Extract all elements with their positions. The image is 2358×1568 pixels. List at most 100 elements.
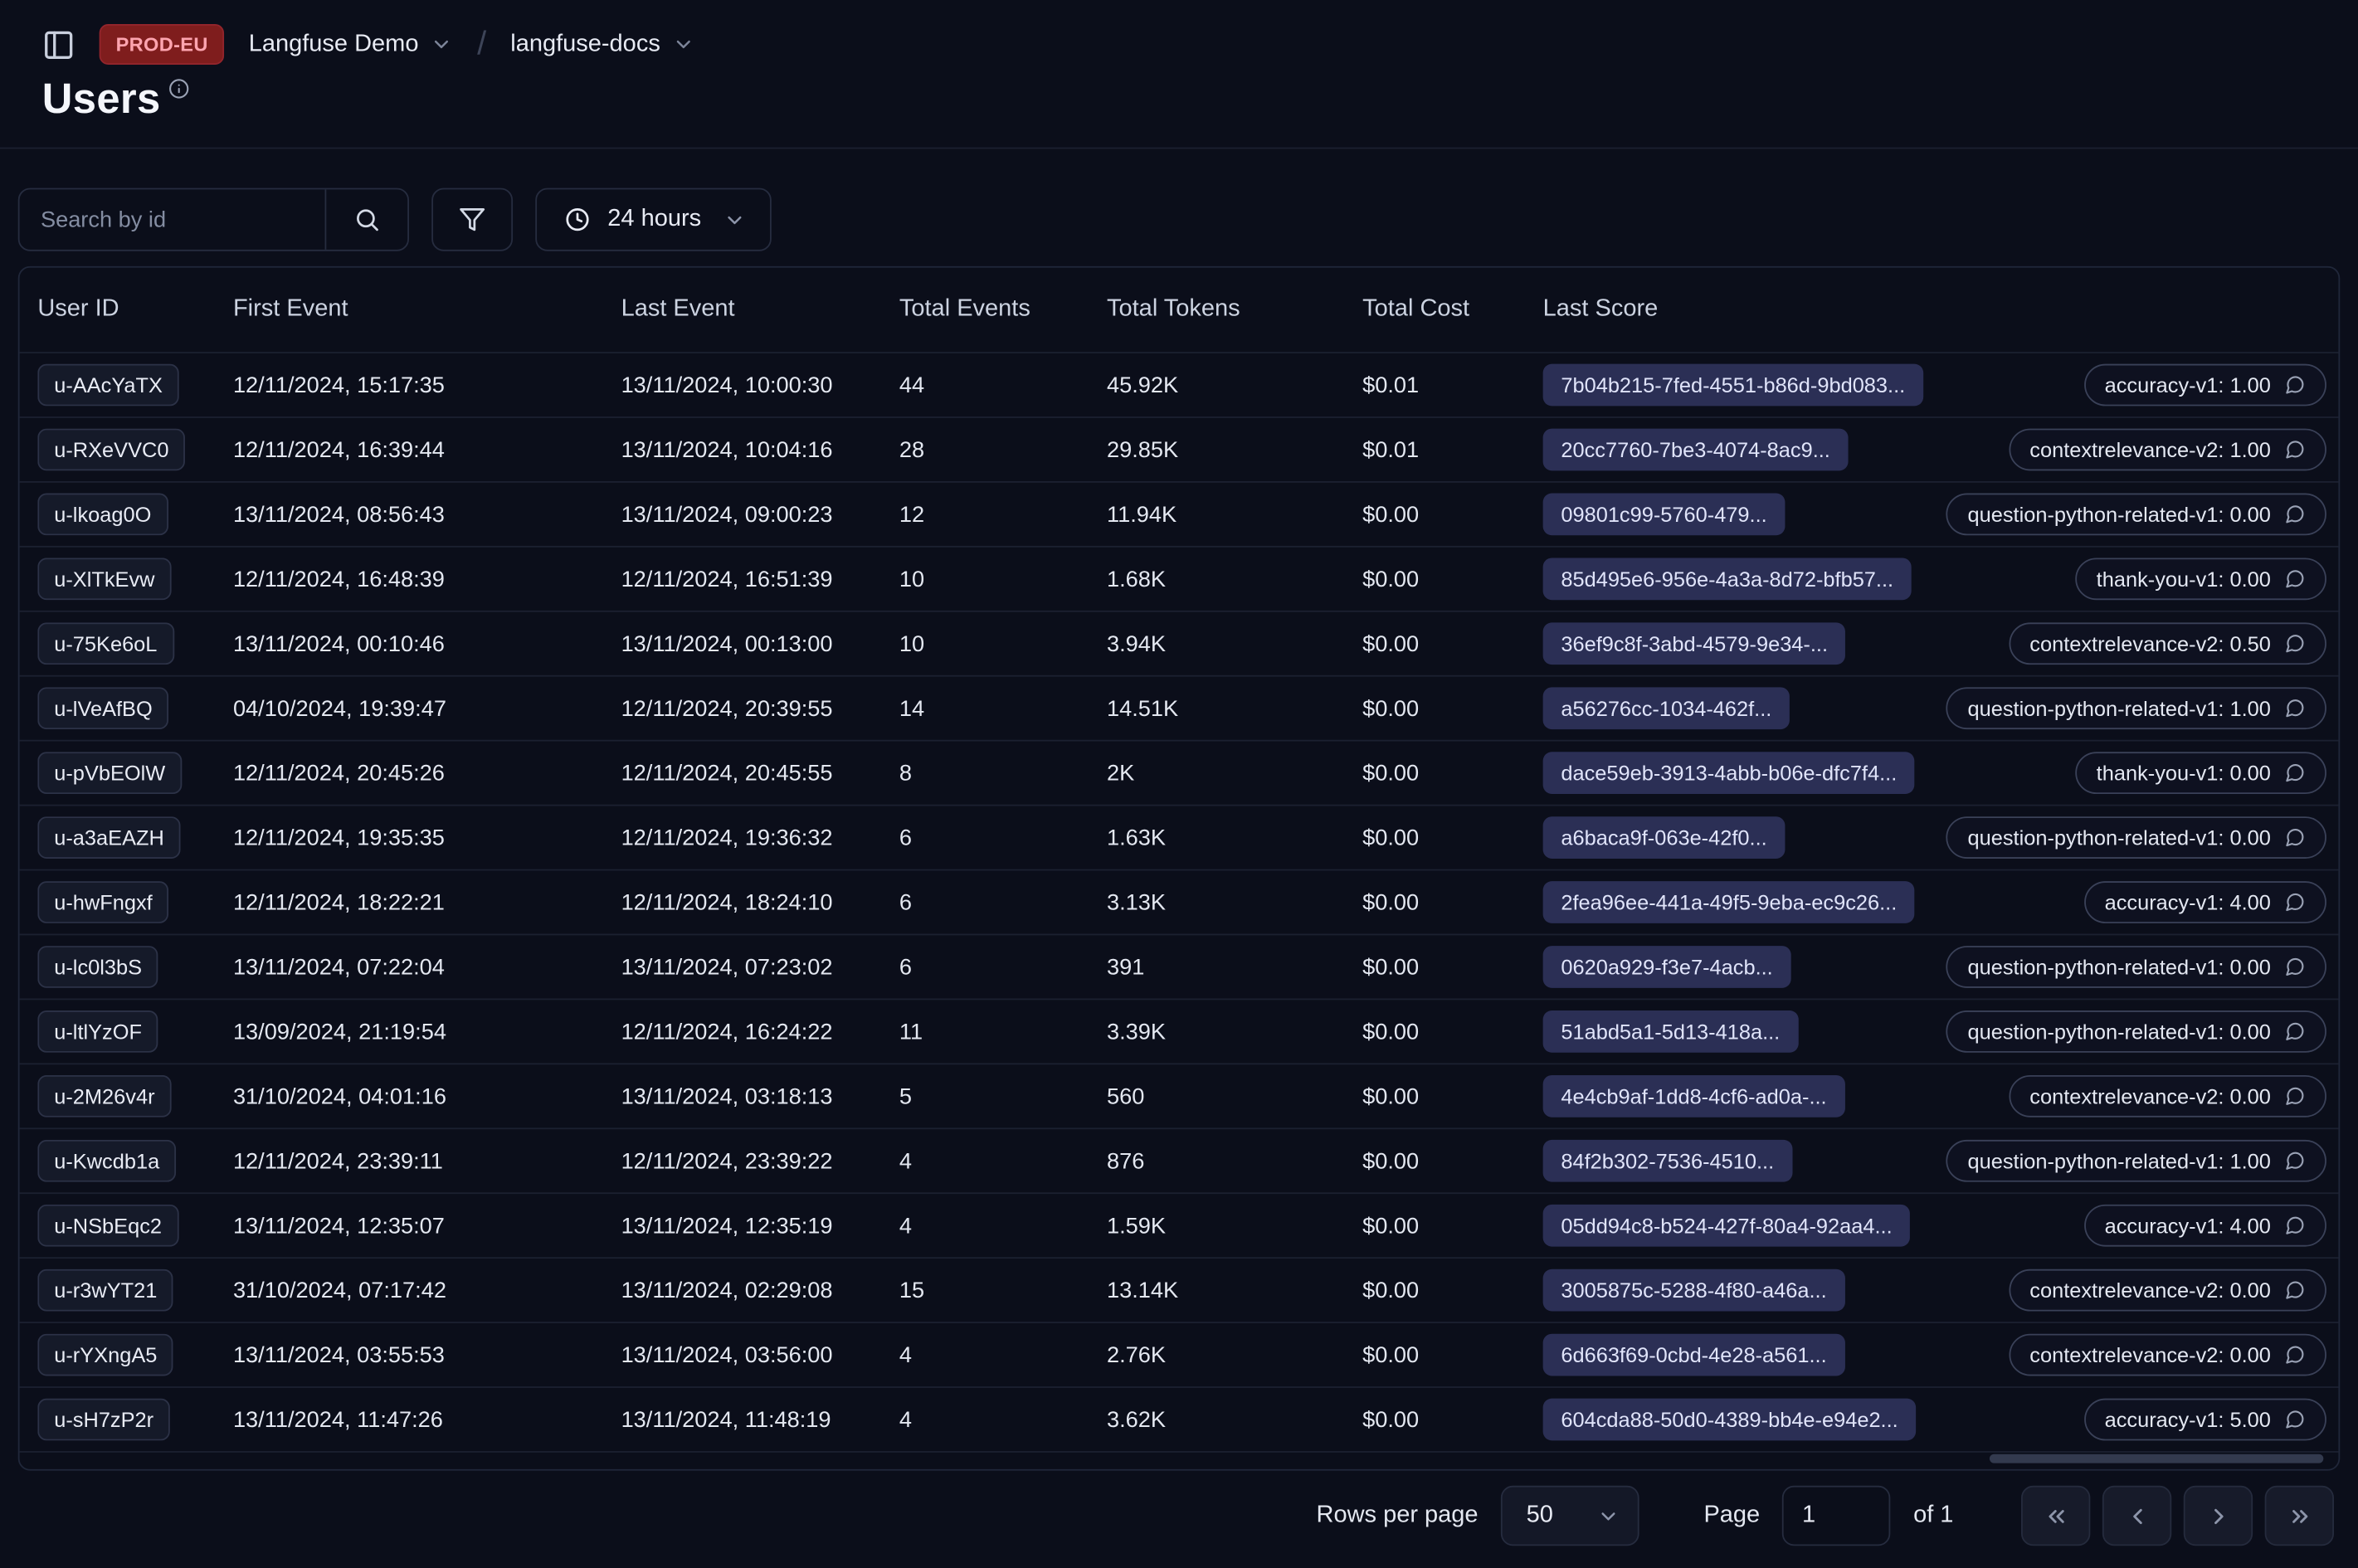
first-event-cell: 13/11/2024, 08:56:43 [232, 501, 445, 528]
table-row[interactable]: u-Kwcdb1a 12/11/2024, 23:39:11 12/11/202… [19, 1129, 2339, 1195]
trace-id-pill[interactable]: 09801c99-5760-479... [1542, 493, 1786, 536]
sidebar-toggle-button[interactable] [42, 28, 76, 61]
table-row[interactable]: u-rYXngA5 13/11/2024, 03:55:53 13/11/202… [19, 1323, 2339, 1388]
score-pill[interactable]: contextrelevance-v2: 0.00 [2008, 1333, 2326, 1376]
org-breadcrumb-button[interactable]: Langfuse Demo [249, 31, 453, 58]
score-pill[interactable]: question-python-related-v1: 1.00 [1946, 1139, 2326, 1182]
comment-bubble-icon [2284, 827, 2305, 848]
table-row[interactable]: u-lVeAfBQ 04/10/2024, 19:39:47 12/11/202… [19, 677, 2339, 742]
score-pill[interactable]: accuracy-v1: 5.00 [2083, 1398, 2326, 1441]
trace-id-pill[interactable]: a56276cc-1034-462f... [1542, 687, 1790, 730]
score-pill[interactable]: question-python-related-v1: 0.00 [1946, 1010, 2326, 1053]
table-row[interactable]: u-AAcYaTX 12/11/2024, 15:17:35 13/11/202… [19, 353, 2339, 418]
trace-id-pill[interactable]: 0620a929-f3e7-4acb... [1542, 946, 1791, 988]
search-input[interactable] [19, 189, 325, 250]
score-pill[interactable]: thank-you-v1: 0.00 [2075, 752, 2326, 794]
panel-left-icon [42, 28, 76, 61]
pagination-buttons [2021, 1485, 2334, 1546]
score-pill[interactable]: thank-you-v1: 0.00 [2075, 558, 2326, 601]
table-row[interactable]: u-NSbEqc2 13/11/2024, 12:35:07 13/11/202… [19, 1194, 2339, 1259]
trace-id-pill[interactable]: dace59eb-3913-4abb-b06e-dfc7f4... [1542, 752, 1916, 794]
previous-page-button[interactable] [2102, 1485, 2172, 1546]
search-button[interactable] [324, 189, 408, 250]
column-header-user-id: User ID [37, 296, 119, 322]
last-event-cell: 13/11/2024, 10:04:16 [621, 436, 833, 463]
total-cost-cell: $0.01 [1362, 372, 1420, 398]
score-pill[interactable]: contextrelevance-v2: 0.00 [2008, 1074, 2326, 1118]
rows-per-page-value: 50 [1526, 1502, 1553, 1528]
trace-id-pill[interactable]: 3005875c-5288-4f80-a46a... [1542, 1269, 1845, 1312]
table-row[interactable]: u-hwFngxf 12/11/2024, 18:22:21 12/11/202… [19, 870, 2339, 936]
score-pill[interactable]: contextrelevance-v2: 0.50 [2008, 622, 2326, 665]
first-event-cell: 13/11/2024, 00:10:46 [232, 631, 445, 657]
score-pill[interactable]: question-python-related-v1: 0.00 [1946, 946, 2326, 988]
score-pill[interactable]: contextrelevance-v2: 0.00 [2008, 1269, 2326, 1312]
table-row[interactable]: u-XlTkEvw 12/11/2024, 16:48:39 12/11/202… [19, 548, 2339, 612]
table-row[interactable]: u-a3aEAZH 12/11/2024, 19:35:35 12/11/202… [19, 806, 2339, 871]
last-score-cell: 85d495e6-956e-4a3a-8d72-bfb57... thank-y… [1542, 558, 2326, 601]
score-pill[interactable]: question-python-related-v1: 1.00 [1946, 687, 2326, 730]
first-event-cell: 12/11/2024, 19:35:35 [232, 825, 445, 850]
trace-id-pill[interactable]: a6baca9f-063e-42f0... [1542, 816, 1786, 859]
last-score-cell: 0620a929-f3e7-4acb... question-python-re… [1542, 946, 2326, 988]
table-row[interactable]: u-sH7zP2r 13/11/2024, 11:47:26 13/11/202… [19, 1388, 2339, 1453]
table-row[interactable]: u-ltlYzOF 13/09/2024, 21:19:54 12/11/202… [19, 1000, 2339, 1065]
table-row[interactable]: u-RXeVVC0 12/11/2024, 16:39:44 13/11/202… [19, 418, 2339, 483]
rows-per-page-select[interactable]: 50 [1500, 1485, 1639, 1546]
column-header-total-events: Total Events [899, 296, 1030, 322]
total-cost-cell: $0.00 [1362, 1083, 1420, 1109]
environment-badge[interactable]: PROD-EU [99, 24, 225, 65]
user-id-pill: u-ltlYzOF [37, 1010, 158, 1053]
table-row[interactable]: u-lc0l3bS 13/11/2024, 07:22:04 13/11/202… [19, 935, 2339, 1001]
trace-id-pill[interactable]: 84f2b302-7536-4510... [1542, 1139, 1792, 1182]
trace-id-pill[interactable]: 05dd94c8-b524-427f-80a4-92aa4... [1542, 1204, 1911, 1247]
total-cost-cell: $0.00 [1362, 1147, 1420, 1174]
table-row[interactable]: u-2M26v4r 31/10/2024, 04:01:16 13/11/202… [19, 1064, 2339, 1130]
total-tokens-cell: 391 [1107, 954, 1145, 980]
table-row[interactable]: u-pVbEOlW 12/11/2024, 20:45:26 12/11/202… [19, 742, 2339, 806]
next-page-button[interactable] [2183, 1485, 2253, 1546]
trace-id-pill[interactable]: 2fea96ee-441a-49f5-9eba-ec9c26... [1542, 881, 1916, 923]
filter-button[interactable] [431, 187, 514, 251]
table-row[interactable]: u-75Ke6oL 13/11/2024, 00:10:46 13/11/202… [19, 612, 2339, 677]
last-event-cell: 12/11/2024, 20:39:55 [621, 695, 833, 722]
total-cost-cell: $0.00 [1362, 889, 1420, 915]
total-cost-cell: $0.00 [1362, 825, 1420, 850]
trace-id-pill[interactable]: 20cc7760-7be3-4074-8ac9... [1542, 428, 1849, 471]
last-event-cell: 13/11/2024, 09:00:23 [621, 501, 833, 528]
trace-id-pill[interactable]: 51abd5a1-5d13-418a... [1542, 1010, 1798, 1053]
score-pill[interactable]: question-python-related-v1: 0.00 [1946, 816, 2326, 859]
time-range-select[interactable]: 24 hours [535, 187, 772, 251]
trace-id-pill[interactable]: 604cda88-50d0-4389-bb4e-e94e2... [1542, 1398, 1917, 1441]
horizontal-scrollbar-thumb[interactable] [1989, 1454, 2324, 1463]
trace-id-pill[interactable]: 6d663f69-0cbd-4e28-a561... [1542, 1333, 1845, 1376]
user-id-cell: u-a3aEAZH [37, 816, 233, 859]
info-icon[interactable] [168, 78, 189, 99]
table-row[interactable]: u-lkoag0O 13/11/2024, 08:56:43 13/11/202… [19, 483, 2339, 548]
score-pill[interactable]: accuracy-v1: 1.00 [2083, 363, 2326, 407]
total-events-cell: 8 [899, 760, 912, 786]
chevron-left-icon [2124, 1503, 2150, 1529]
funnel-icon [459, 206, 486, 233]
trace-id-pill[interactable]: 85d495e6-956e-4a3a-8d72-bfb57... [1542, 558, 1912, 601]
table-row[interactable]: u-r3wYT21 31/10/2024, 07:17:42 13/11/202… [19, 1259, 2339, 1323]
score-pill[interactable]: contextrelevance-v2: 1.00 [2008, 428, 2326, 471]
first-page-button[interactable] [2021, 1485, 2091, 1546]
total-tokens-cell: 1.63K [1107, 825, 1167, 850]
user-id-pill: u-pVbEOlW [37, 752, 183, 794]
trace-id-pill[interactable]: 7b04b215-7fed-4551-b86d-9bd083... [1542, 363, 1923, 407]
score-pill[interactable]: accuracy-v1: 4.00 [2083, 1204, 2326, 1247]
page-number-input[interactable] [1782, 1485, 1891, 1546]
last-page-button[interactable] [2264, 1485, 2334, 1546]
trace-id-pill[interactable]: 4e4cb9af-1dd8-4cf6-ad0a-... [1542, 1074, 1845, 1118]
total-events-cell: 6 [899, 954, 912, 980]
pagination-bar: Rows per page 50 Page of 1 [0, 1471, 2358, 1546]
trace-id-pill[interactable]: 36ef9c8f-3abd-4579-9e34-... [1542, 622, 1846, 665]
project-breadcrumb-button[interactable]: langfuse-docs [510, 31, 694, 58]
user-id-pill: u-2M26v4r [37, 1074, 172, 1118]
score-pill[interactable]: accuracy-v1: 4.00 [2083, 881, 2326, 923]
first-event-cell: 12/11/2024, 23:39:11 [232, 1147, 443, 1174]
first-event-cell: 31/10/2024, 04:01:16 [232, 1083, 446, 1109]
total-tokens-cell: 45.92K [1107, 372, 1179, 398]
score-pill[interactable]: question-python-related-v1: 0.00 [1946, 493, 2326, 536]
